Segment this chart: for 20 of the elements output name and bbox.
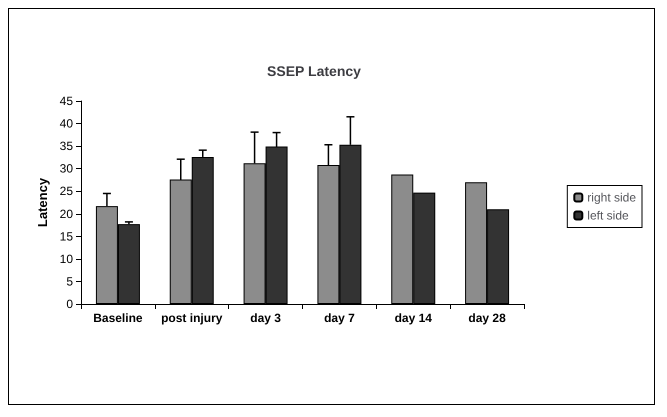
legend-label: right side — [587, 190, 636, 204]
chart-title: SSEP Latency — [267, 63, 362, 79]
x-tick-label: Baseline — [93, 311, 143, 325]
x-tick-label: day 3 — [250, 311, 282, 325]
x-tick-label: day 28 — [468, 311, 506, 325]
x-tick-label: day 7 — [324, 311, 356, 325]
y-tick-label: 25 — [60, 184, 74, 198]
y-tick-label: 35 — [60, 139, 74, 154]
y-tick-label: 0 — [66, 297, 74, 311]
y-tick-label: 30 — [60, 162, 74, 176]
y-tick-label: 45 — [60, 94, 74, 108]
y-axis-title: Latency — [34, 177, 50, 228]
x-tick-label: day 14 — [394, 311, 432, 325]
legend-label: left side — [587, 208, 629, 222]
y-tick-label: 20 — [60, 206, 74, 221]
y-tick-label: 40 — [60, 116, 74, 131]
x-tick-label: post injury — [161, 311, 223, 325]
y-tick-label: 5 — [66, 274, 74, 288]
y-tick-label: 10 — [60, 252, 74, 266]
y-tick-label: 15 — [60, 229, 74, 244]
